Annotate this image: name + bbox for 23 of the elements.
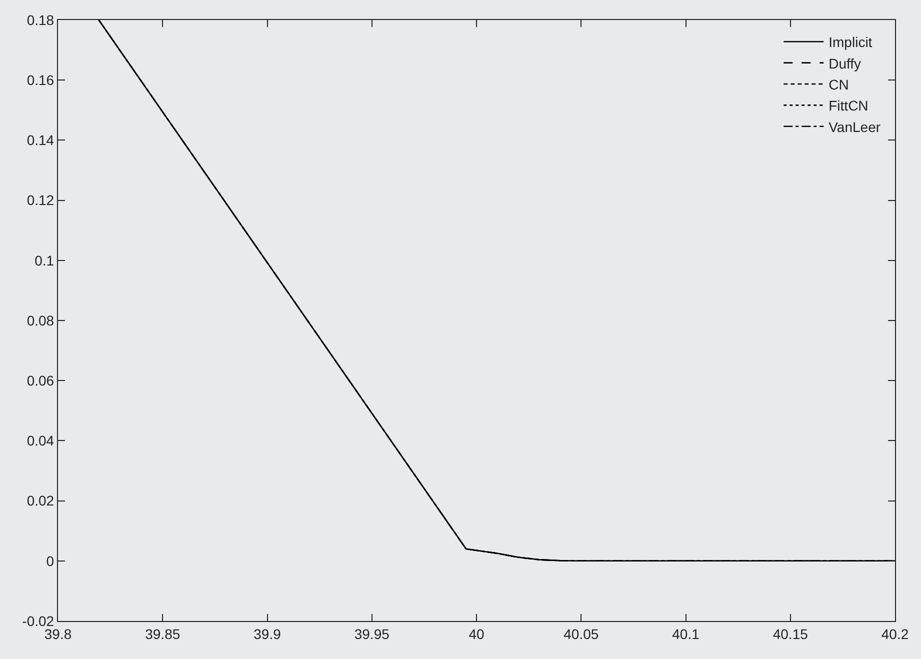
y-tick-label: 0.12 xyxy=(26,192,54,208)
x-tick-label: 39.85 xyxy=(145,626,180,642)
y-tick-label: 0.18 xyxy=(26,12,54,28)
y-tick-label: 0 xyxy=(46,552,54,569)
x-tick-label: 39.95 xyxy=(354,626,390,642)
y-tick-label: 0.16 xyxy=(26,72,54,88)
y-tick-label: 0.08 xyxy=(26,312,54,328)
x-tick-label: 40.1 xyxy=(672,626,700,642)
legend-label: CN xyxy=(828,76,849,92)
x-tick-label: 40.2 xyxy=(881,626,909,642)
y-tick-label: 0.02 xyxy=(26,492,54,509)
x-tick-label: 40.15 xyxy=(772,626,808,642)
legend-label: VanLeer xyxy=(828,118,881,135)
legend-label: Implicit xyxy=(828,34,872,50)
legend-label: FittCN xyxy=(828,98,868,114)
y-tick-label: 0.1 xyxy=(34,252,54,268)
y-tick-label: 0.06 xyxy=(26,372,54,388)
x-tick-label: 40 xyxy=(468,626,484,642)
y-tick-label: 0.04 xyxy=(26,432,54,449)
x-tick-label: 40.05 xyxy=(564,626,599,642)
legend-label: Duffy xyxy=(828,55,862,72)
y-tick-label: 0.14 xyxy=(26,132,54,148)
x-tick-label: 39.9 xyxy=(254,626,282,642)
